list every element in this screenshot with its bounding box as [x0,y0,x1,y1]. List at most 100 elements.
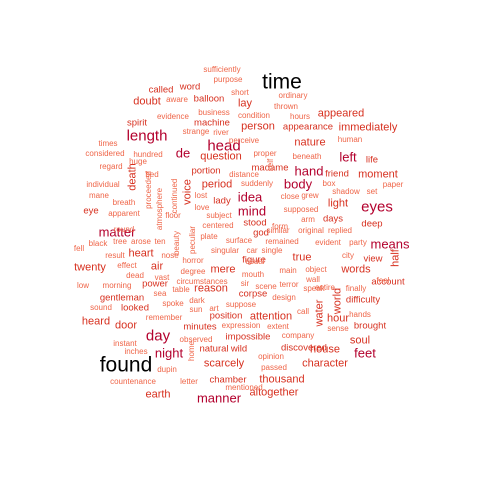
word-evident: evident [315,238,341,247]
word-time: time [262,70,302,94]
word-low: low [76,281,90,290]
word-shadow: shadow [332,187,360,196]
word-terror: terror [279,280,299,289]
word-spirit: spirit [126,117,148,129]
word-chamber: chamber [209,374,247,386]
word-supposed: supposed [283,205,319,214]
word-strange: strange [182,127,210,136]
word-madame: madame [251,162,289,174]
word-single: single [261,246,283,255]
word-human: human [337,135,363,144]
word-heart: heart [128,247,154,260]
word-entire: entire [314,283,336,292]
word-words: words [341,263,371,276]
word-position: position [209,310,243,322]
word-friend: friend [325,168,349,180]
word-day: day [145,327,171,345]
word-regard: regard [99,162,123,171]
word-set: set [366,187,378,196]
word-lady: lady [213,195,231,207]
word-hour: hour [326,312,350,325]
word-inches: inches [124,347,148,356]
word-dupin: dupin [157,365,177,374]
word-lost: lost [194,191,208,200]
word-letter: letter [180,377,198,386]
word-close: close [280,192,300,201]
word-perceive: perceive [228,136,260,145]
word-self: self [266,158,275,172]
word-original: original [298,226,324,235]
word-centered: centered [202,221,234,230]
word-effect: effect [117,261,137,270]
word-proceeded: proceeded [144,171,153,209]
word-ordinary: ordinary [278,91,308,100]
word-degree: degree [180,267,206,276]
word-countenance: countenance [110,377,156,386]
word-form: form [272,222,288,231]
word-floor: floor [165,211,181,220]
word-light: light [327,197,349,210]
word-called: called [148,84,174,96]
word-balloon: balloon [193,93,225,105]
word-appeared: appeared [317,107,365,120]
word-individual: individual [86,180,120,189]
word-breath: breath [112,198,136,207]
word-love: love [194,203,210,212]
word-observed: observed [179,335,213,344]
word-mane: mane [88,191,110,200]
word-lay: lay [237,97,253,110]
word-usual: usual [245,257,265,266]
word-death: death [126,163,139,191]
word-house: house [310,343,340,356]
word-moment: moment [358,168,398,181]
word-expression: expression [221,321,261,330]
word-morning: morning [102,281,132,290]
word-thousand: thousand [259,373,305,386]
word-round: round [113,225,135,234]
word-huge: huge [129,157,147,166]
word-earth: earth [145,388,171,401]
word-river: river [213,128,229,137]
word-period: period [201,178,233,191]
word-dark: dark [189,296,205,305]
word-replied: replied [327,226,353,235]
word-atmosphere: atmosphere [155,187,164,231]
word-character: character [302,357,348,370]
word-mouth: mouth [241,270,265,279]
word-night: night [154,345,184,361]
word-door: door [114,319,138,332]
word-appearance: appearance [282,121,334,133]
word-half: half [389,249,402,267]
word-attention: attention [249,310,293,323]
word-mere: mere [210,263,236,276]
word-nature: nature [294,136,326,149]
word-days: days [322,213,344,225]
word-feet: feet [354,345,376,361]
word-doubt: doubt [133,95,161,108]
word-grew: grew [301,191,319,200]
word-mentioned: mentioned [225,383,263,392]
word-heard: heard [81,315,111,328]
word-left: left [339,149,357,165]
word-party: party [349,238,367,247]
word-similar: similar [266,226,290,235]
word-means: means [370,236,410,252]
word-god: god [253,227,269,239]
word-hands: hands [349,310,371,319]
word-feel: feel [376,276,390,285]
word-city: city [342,251,354,260]
word-found: found [99,353,153,377]
word-word: word [179,81,201,93]
word-bed: bed [145,170,159,179]
word-mind: mind [237,203,267,219]
word-voice: voice [181,179,194,205]
word-singular: singular [210,246,240,255]
word-result: result [105,251,125,260]
word-distance: distance [229,170,259,179]
word-immediately: immediately [338,121,398,134]
word-power: power [142,278,168,290]
word-proper: proper [253,149,277,158]
word-sir: sir [240,279,250,288]
word-de: de [175,145,191,161]
